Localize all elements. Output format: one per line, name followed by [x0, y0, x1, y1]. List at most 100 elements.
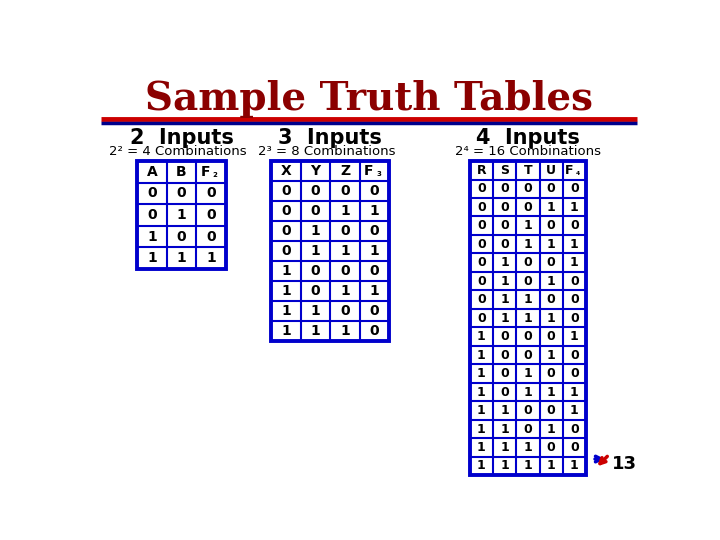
Text: 1: 1: [523, 441, 532, 454]
Text: 0: 0: [570, 293, 579, 306]
Text: 0: 0: [176, 186, 186, 200]
Text: 0: 0: [523, 404, 532, 417]
Text: 1: 1: [570, 404, 579, 417]
Text: 0: 0: [546, 183, 556, 195]
Text: 0: 0: [570, 275, 579, 288]
Text: F: F: [565, 164, 574, 177]
Text: 0: 0: [176, 230, 186, 244]
Text: U: U: [546, 164, 556, 177]
Bar: [271, 161, 389, 341]
Text: 1: 1: [477, 330, 486, 343]
Text: 0: 0: [340, 224, 350, 238]
Text: 0: 0: [500, 330, 509, 343]
Text: 1: 1: [147, 230, 157, 244]
Text: 1: 1: [282, 284, 291, 298]
Text: 0: 0: [570, 312, 579, 325]
Text: 1: 1: [570, 330, 579, 343]
Text: 0: 0: [477, 293, 486, 306]
Text: 0: 0: [477, 201, 486, 214]
Text: 0: 0: [282, 224, 291, 238]
Text: 1: 1: [523, 367, 532, 380]
Text: 1: 1: [546, 201, 556, 214]
Text: 1: 1: [477, 349, 486, 362]
Text: 1: 1: [340, 284, 350, 298]
Text: 0: 0: [369, 184, 379, 198]
Text: 1: 1: [310, 324, 320, 338]
Text: 13: 13: [612, 455, 637, 472]
Text: 1: 1: [523, 238, 532, 251]
Text: 1: 1: [310, 224, 320, 238]
Text: 1: 1: [500, 275, 509, 288]
Text: 1: 1: [570, 460, 579, 472]
Text: 0: 0: [477, 219, 486, 232]
Text: 1: 1: [310, 244, 320, 258]
Text: 1: 1: [282, 324, 291, 338]
Text: 0: 0: [500, 201, 509, 214]
Text: 0: 0: [369, 324, 379, 338]
Text: 0: 0: [477, 256, 486, 269]
Text: 0: 0: [523, 349, 532, 362]
Text: 0: 0: [311, 184, 320, 198]
Text: 0: 0: [500, 238, 509, 251]
Text: 2³ = 8 Combinations: 2³ = 8 Combinations: [258, 145, 395, 158]
Text: 1: 1: [523, 312, 532, 325]
Text: 0: 0: [500, 219, 509, 232]
Text: 1: 1: [570, 238, 579, 251]
Text: S: S: [500, 164, 509, 177]
Text: 0: 0: [546, 367, 556, 380]
Text: F: F: [201, 165, 210, 179]
Text: 1: 1: [340, 204, 350, 218]
Text: 2² = 4 Combinations: 2² = 4 Combinations: [109, 145, 246, 158]
Text: 0: 0: [546, 330, 556, 343]
Text: 0: 0: [546, 441, 556, 454]
Text: 0: 0: [311, 264, 320, 278]
Text: 1: 1: [570, 256, 579, 269]
Text: 0: 0: [282, 244, 291, 258]
Text: 0: 0: [523, 183, 532, 195]
Bar: [469, 161, 586, 475]
Text: 1: 1: [477, 460, 486, 472]
Text: 0: 0: [570, 183, 579, 195]
Text: 1: 1: [523, 293, 532, 306]
Text: 0: 0: [340, 264, 350, 278]
Text: R: R: [477, 164, 486, 177]
Text: 1: 1: [500, 441, 509, 454]
Text: B: B: [176, 165, 186, 179]
Text: 1: 1: [500, 312, 509, 325]
Text: 1: 1: [310, 304, 320, 318]
Text: X: X: [281, 164, 292, 178]
Text: 1: 1: [477, 404, 486, 417]
Bar: [138, 161, 225, 269]
Text: ₃: ₃: [376, 168, 381, 178]
Text: 0: 0: [311, 204, 320, 218]
Text: 2  Inputs: 2 Inputs: [130, 128, 233, 148]
Text: Y: Y: [310, 164, 320, 178]
Text: 0: 0: [206, 186, 216, 200]
Text: 0: 0: [546, 256, 556, 269]
Text: 0: 0: [570, 367, 579, 380]
Bar: [469, 161, 586, 475]
Text: 0: 0: [570, 349, 579, 362]
Text: 0: 0: [546, 404, 556, 417]
Text: 0: 0: [500, 386, 509, 399]
Text: 0: 0: [477, 183, 486, 195]
Text: 1: 1: [546, 349, 556, 362]
Text: 1: 1: [206, 251, 216, 265]
Text: 1: 1: [369, 244, 379, 258]
Text: Sample Truth Tables: Sample Truth Tables: [145, 80, 593, 118]
Text: ₂: ₂: [212, 169, 217, 179]
Text: 1: 1: [523, 386, 532, 399]
Text: 0: 0: [340, 304, 350, 318]
Text: 3  Inputs: 3 Inputs: [279, 128, 382, 148]
Text: 1: 1: [477, 386, 486, 399]
Text: A: A: [147, 165, 158, 179]
Text: 1: 1: [282, 304, 291, 318]
Text: 1: 1: [340, 324, 350, 338]
Bar: [138, 161, 225, 269]
Text: 0: 0: [147, 186, 157, 200]
Text: 0: 0: [340, 184, 350, 198]
Bar: [271, 161, 389, 341]
Text: 0: 0: [477, 312, 486, 325]
Text: 1: 1: [477, 422, 486, 436]
Text: 1: 1: [523, 460, 532, 472]
